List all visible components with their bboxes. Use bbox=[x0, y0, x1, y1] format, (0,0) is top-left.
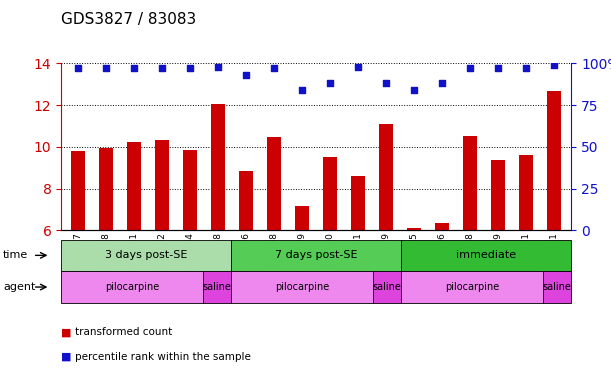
Point bbox=[353, 64, 363, 70]
Text: transformed count: transformed count bbox=[75, 327, 172, 337]
Text: agent: agent bbox=[3, 282, 35, 292]
Point bbox=[269, 65, 279, 71]
Text: 7 days post-SE: 7 days post-SE bbox=[275, 250, 357, 260]
Point bbox=[157, 65, 167, 71]
Text: GDS3827 / 83083: GDS3827 / 83083 bbox=[61, 12, 196, 27]
Bar bbox=[547, 91, 562, 230]
Point bbox=[437, 80, 447, 86]
Text: saline: saline bbox=[203, 282, 232, 292]
Point bbox=[549, 62, 559, 68]
Text: ■: ■ bbox=[61, 352, 71, 362]
Point bbox=[101, 65, 111, 71]
Text: pilocarpine: pilocarpine bbox=[105, 282, 159, 292]
Bar bbox=[211, 104, 225, 230]
Bar bbox=[239, 171, 253, 230]
Point bbox=[241, 72, 251, 78]
Point bbox=[213, 64, 223, 70]
Bar bbox=[127, 142, 141, 230]
Text: pilocarpine: pilocarpine bbox=[275, 282, 329, 292]
Text: percentile rank within the sample: percentile rank within the sample bbox=[75, 352, 251, 362]
Bar bbox=[71, 151, 85, 230]
Text: ■: ■ bbox=[61, 327, 71, 337]
Bar bbox=[183, 150, 197, 230]
Point bbox=[298, 87, 307, 93]
Text: time: time bbox=[3, 250, 28, 260]
Bar bbox=[323, 157, 337, 230]
Point bbox=[522, 65, 532, 71]
Bar bbox=[435, 223, 449, 230]
Point bbox=[73, 65, 83, 71]
Point bbox=[129, 65, 139, 71]
Bar bbox=[155, 139, 169, 230]
Bar bbox=[351, 176, 365, 230]
Bar bbox=[295, 206, 309, 230]
Bar bbox=[267, 137, 281, 230]
Bar bbox=[408, 228, 422, 230]
Bar bbox=[99, 148, 113, 230]
Point bbox=[185, 65, 195, 71]
Text: saline: saline bbox=[543, 282, 571, 292]
Point bbox=[325, 80, 335, 86]
Text: 3 days post-SE: 3 days post-SE bbox=[105, 250, 188, 260]
Point bbox=[381, 80, 391, 86]
Bar bbox=[491, 161, 505, 230]
Point bbox=[409, 87, 419, 93]
Point bbox=[494, 65, 503, 71]
Text: pilocarpine: pilocarpine bbox=[445, 282, 499, 292]
Text: immediate: immediate bbox=[456, 250, 516, 260]
Bar bbox=[379, 124, 393, 230]
Bar bbox=[519, 155, 533, 230]
Point bbox=[466, 65, 475, 71]
Text: saline: saline bbox=[373, 282, 401, 292]
Bar bbox=[463, 136, 477, 230]
